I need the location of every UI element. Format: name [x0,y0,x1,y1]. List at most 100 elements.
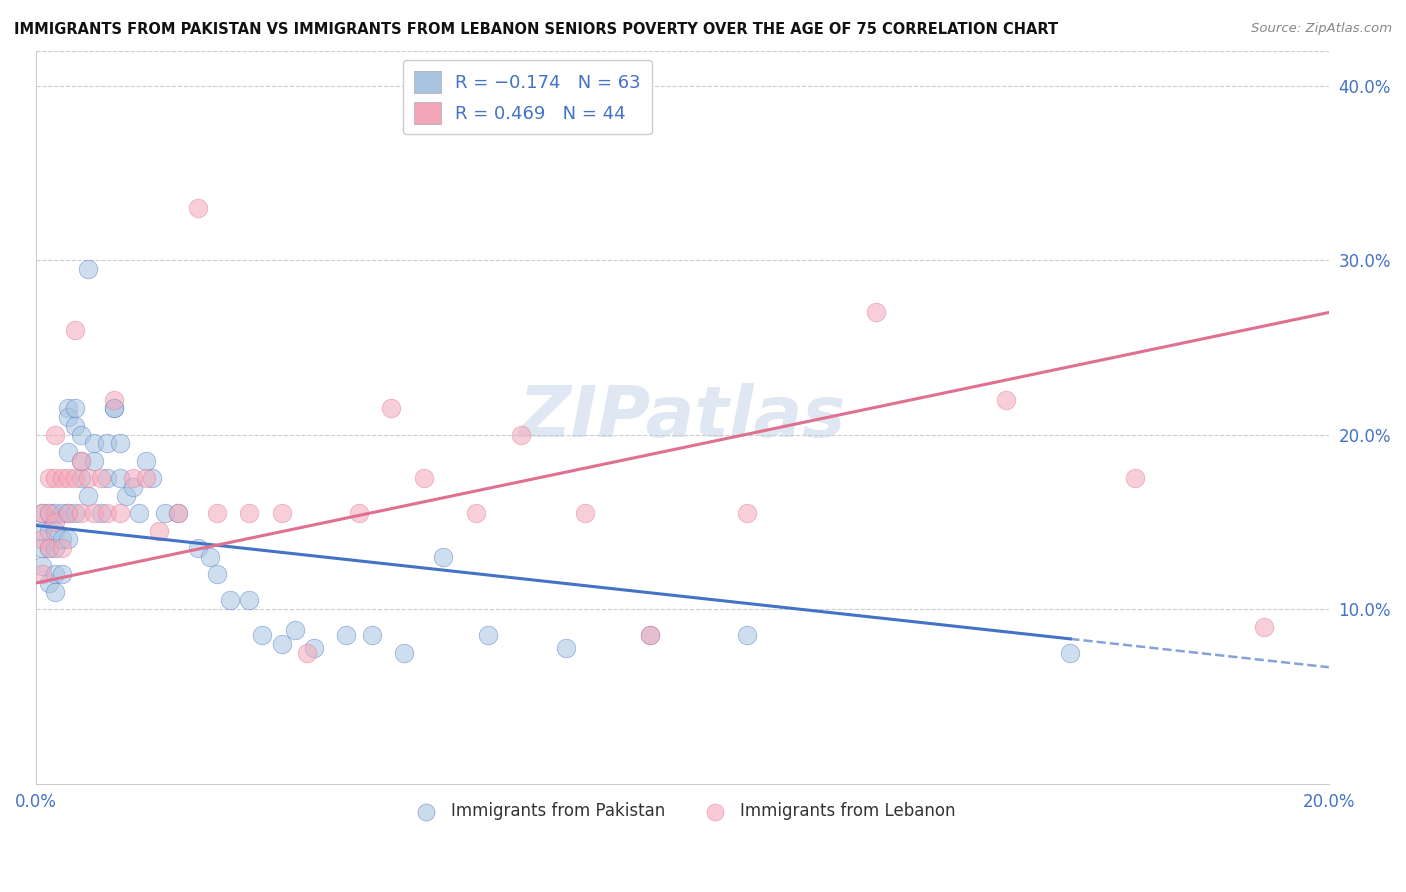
Point [58,506,80,520]
Point [31,506,53,520]
Point [44,506,66,520]
Point [83,506,105,520]
Point [44,427,66,442]
Point [735,506,758,520]
Point [122,480,145,494]
Point [297,646,319,660]
Text: ZIPatlas: ZIPatlas [519,383,846,451]
Point [283,623,305,637]
Point [70,454,93,468]
Point [865,305,887,319]
Point [70,506,93,520]
Point [44,515,66,529]
Point [103,401,125,416]
Point [103,401,125,416]
Legend: Immigrants from Pakistan, Immigrants from Lebanon: Immigrants from Pakistan, Immigrants fro… [402,796,962,827]
Point [509,427,531,442]
Text: Source: ZipAtlas.com: Source: ZipAtlas.com [1251,22,1392,36]
Point [96,471,118,485]
Point [58,533,80,547]
Point [51,506,73,520]
Point [44,524,66,538]
Point [76,261,98,276]
Point [44,541,66,555]
Point [83,454,105,468]
Point [347,506,370,520]
Point [1059,646,1081,660]
Point [96,436,118,450]
Point [63,419,86,434]
Point [38,471,60,485]
Point [122,471,145,485]
Point [735,628,758,642]
Point [380,401,402,416]
Point [63,323,86,337]
Point [38,541,60,555]
Point [250,628,273,642]
Point [38,576,60,591]
Point [58,401,80,416]
Point [1123,471,1146,485]
Point [994,392,1017,407]
Point [51,533,73,547]
Point [135,454,157,468]
Point [135,471,157,485]
Point [555,640,578,655]
Point [108,471,131,485]
Point [31,524,53,538]
Point [51,541,73,555]
Point [31,558,53,573]
Point [155,506,177,520]
Point [335,628,357,642]
Point [205,567,228,582]
Point [148,524,170,538]
Point [63,401,86,416]
Point [270,637,292,651]
Point [205,506,228,520]
Point [238,506,260,520]
Point [464,506,486,520]
Point [477,628,499,642]
Point [128,506,150,520]
Point [141,471,163,485]
Point [638,628,661,642]
Point [108,436,131,450]
Point [63,471,86,485]
Point [70,471,93,485]
Point [58,410,80,425]
Point [238,593,260,607]
Point [58,506,80,520]
Point [96,506,118,520]
Point [186,541,208,555]
Point [38,506,60,520]
Point [70,454,93,468]
Point [38,541,60,555]
Point [361,628,384,642]
Point [167,506,190,520]
Point [76,471,98,485]
Point [76,489,98,503]
Point [302,640,325,655]
Point [108,506,131,520]
Point [63,506,86,520]
Point [51,471,73,485]
Point [31,541,53,555]
Text: IMMIGRANTS FROM PAKISTAN VS IMMIGRANTS FROM LEBANON SENIORS POVERTY OVER THE AGE: IMMIGRANTS FROM PAKISTAN VS IMMIGRANTS F… [14,22,1059,37]
Point [31,533,53,547]
Point [115,489,138,503]
Point [90,471,112,485]
Point [38,524,60,538]
Point [270,506,292,520]
Point [31,567,53,582]
Point [38,506,60,520]
Point [44,584,66,599]
Point [51,567,73,582]
Point [103,392,125,407]
Point [58,471,80,485]
Point [574,506,596,520]
Point [412,471,434,485]
Point [218,593,240,607]
Point [186,201,208,215]
Point [90,506,112,520]
Point [394,646,416,660]
